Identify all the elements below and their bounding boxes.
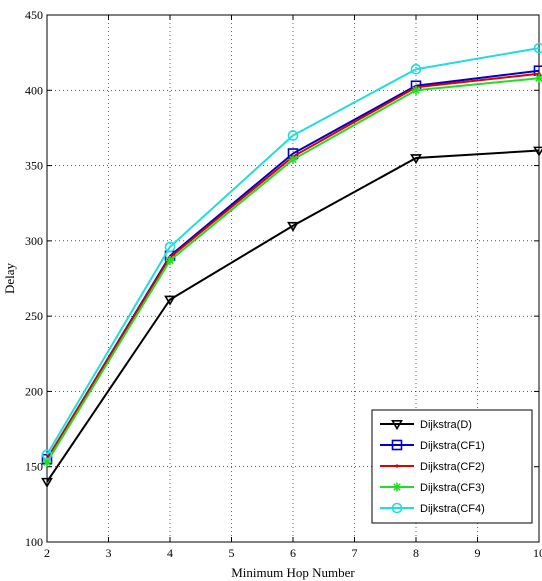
marker-circle <box>410 63 422 75</box>
marker-triangle <box>41 477 53 488</box>
legend: Dijkstra(D) Dijkstra(CF1) Dijkstra(CF2) Dij… <box>371 409 533 524</box>
marker-triangle <box>533 146 542 157</box>
marker-circle <box>41 449 53 460</box>
x-axis-label: Minimum Hop Number <box>231 565 355 580</box>
x-tick-label: 2 <box>44 546 50 560</box>
marker-star <box>165 255 175 265</box>
x-tick-label: 4 <box>167 546 173 560</box>
marker-circle <box>287 130 299 141</box>
marker-circle <box>533 42 542 54</box>
y-axis-label: Delay <box>2 262 17 294</box>
y-tick-label: 100 <box>25 535 43 549</box>
marker-star <box>411 85 421 95</box>
x-tick-label: 3 <box>106 546 112 560</box>
marker-circle <box>391 502 403 514</box>
marker-star-stroke <box>166 256 174 265</box>
marker-star <box>392 482 402 492</box>
marker-star-stroke <box>393 483 401 491</box>
y-tick-label: 150 <box>25 460 43 474</box>
marker-star-stroke <box>535 74 542 82</box>
legend-item-dijkstra-cf3: Dijkstra(CF3) <box>380 482 485 494</box>
marker-star <box>288 155 298 165</box>
x-tick-label: 5 <box>229 546 235 560</box>
series-dijkstra-d <box>41 146 542 488</box>
marker-circle <box>164 241 176 253</box>
legend-label: Dijkstra(D) <box>420 419 472 431</box>
marker-dot <box>395 464 399 468</box>
y-tick-label: 450 <box>25 8 43 22</box>
x-tick-label: 6 <box>290 546 296 560</box>
legend-label: Dijkstra(CF2) <box>420 461 485 473</box>
y-tick-label: 400 <box>25 83 43 97</box>
marker-star <box>534 73 542 83</box>
series-dijkstra-cf3 <box>42 73 542 467</box>
y-tick-label: 350 <box>25 159 43 173</box>
legend-item-dijkstra-cf1: Dijkstra(CF1) <box>380 439 485 452</box>
legend-label: Dijkstra(CF1) <box>420 440 485 452</box>
series-lines <box>41 42 542 488</box>
marker-square <box>391 439 403 451</box>
legend-item-dijkstra-cf2: Dijkstra(CF2) <box>380 461 485 473</box>
series-line-dijkstra-d <box>46 149 540 483</box>
legend-item-dijkstra-cf4: Dijkstra(CF4) <box>380 502 485 515</box>
legend-label: Dijkstra(CF4) <box>420 503 485 515</box>
marker-triangle <box>164 295 176 306</box>
series-line-dijkstra-cf1 <box>46 69 540 460</box>
marker-star <box>42 457 52 467</box>
y-tick-label: 200 <box>25 384 43 398</box>
legend-item-dijkstra-d: Dijkstra(D) <box>380 419 472 431</box>
series-dijkstra-cf1 <box>41 65 542 465</box>
marker-triangle <box>287 221 299 232</box>
marker-star-stroke <box>43 458 51 466</box>
x-tick-label: 7 <box>352 546 358 560</box>
x-tick-label: 8 <box>413 546 419 560</box>
marker-star-stroke <box>289 155 297 164</box>
y-tick-label: 300 <box>25 234 43 248</box>
legend-label: Dijkstra(CF3) <box>420 482 485 494</box>
marker-triangle <box>410 154 422 165</box>
series-line-dijkstra-cf4 <box>46 47 540 456</box>
y-tick-label: 250 <box>25 309 43 323</box>
marker-triangle <box>391 420 403 431</box>
series-dijkstra-cf4 <box>41 42 542 460</box>
marker-star-stroke <box>412 86 420 95</box>
x-tick-label: 10 <box>533 546 542 560</box>
x-tick-label: 9 <box>475 546 481 560</box>
axis-ticks: 2 3 4 5 6 7 8 9 10 100 150 200 250 300 350 400 450 <box>25 8 542 560</box>
